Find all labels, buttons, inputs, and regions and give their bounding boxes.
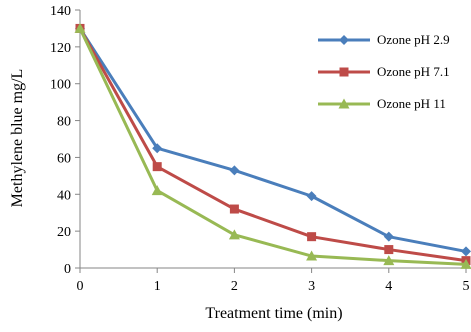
x-tick-label: 3	[308, 279, 315, 294]
data-point	[152, 185, 163, 195]
axes: 0 20 40 60 80 100 120 140 0 1 2 3 4 5	[50, 4, 470, 294]
legend-label: Ozone pH 7.1	[377, 64, 450, 79]
y-tick-label: 60	[57, 151, 71, 166]
legend-entry: Ozone pH 7.1	[318, 64, 450, 79]
series-line	[80, 28, 466, 251]
data-point	[230, 205, 239, 214]
series-3	[75, 23, 471, 269]
y-axis-title: Methylene blue mg/L	[9, 69, 26, 208]
legend: Ozone pH 2.9 Ozone pH 7.1 Ozone pH 11	[318, 32, 450, 111]
x-axis-title: Treatment time (min)	[205, 305, 342, 322]
legend-label: Ozone pH 2.9	[377, 32, 450, 47]
series-lines	[75, 23, 471, 269]
legend-entry: Ozone pH 2.9	[318, 32, 450, 47]
data-point	[153, 162, 162, 171]
x-tick-label: 5	[463, 279, 470, 294]
y-tick-label: 120	[50, 41, 71, 56]
x-tick-label: 2	[231, 279, 238, 294]
y-tick-label: 80	[57, 115, 71, 130]
legend-swatch-marker	[340, 68, 349, 77]
data-point	[461, 246, 471, 256]
legend-swatch-marker	[339, 35, 349, 45]
data-point	[229, 165, 239, 175]
y-tick-label: 140	[50, 4, 71, 19]
data-point	[307, 232, 316, 241]
legend-label: Ozone pH 11	[377, 96, 446, 111]
x-tick-label: 0	[77, 279, 84, 294]
y-tick-label: 0	[64, 262, 71, 277]
y-tick-label: 20	[57, 225, 71, 240]
y-tick-label: 100	[50, 78, 71, 93]
x-tick-label: 4	[385, 279, 392, 294]
data-point	[384, 245, 393, 254]
y-tick-label: 40	[57, 188, 71, 203]
legend-entry: Ozone pH 11	[318, 96, 446, 111]
x-tick-label: 1	[154, 279, 161, 294]
